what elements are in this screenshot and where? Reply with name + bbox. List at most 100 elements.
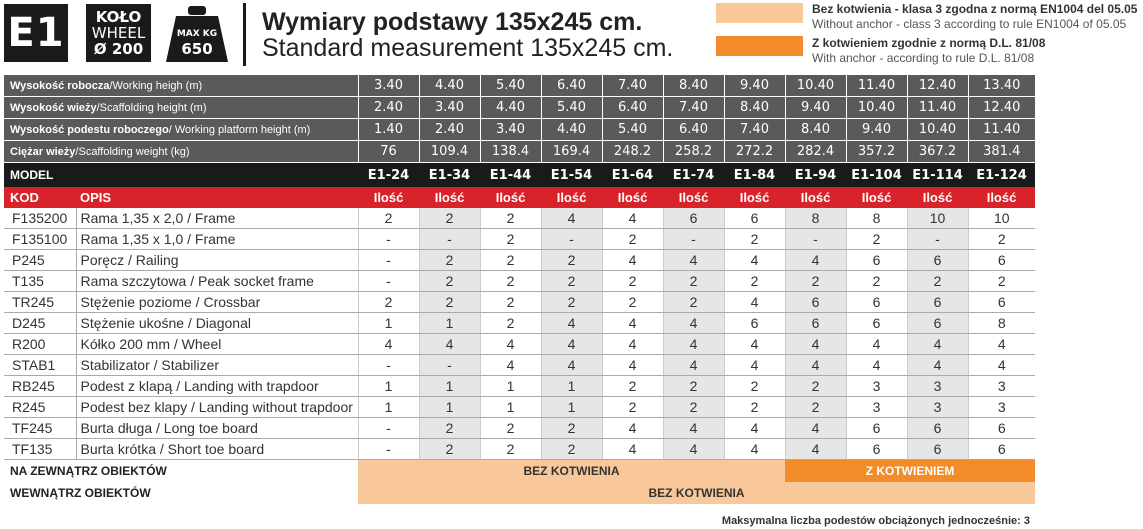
item-quantity: 4 (601, 312, 664, 334)
item-quantity: 2 (601, 396, 664, 418)
item-quantity: - (540, 228, 603, 250)
spec-label: Wysokość wieży/Scaffolding height (m) (4, 96, 359, 119)
item-desc-en: / Railing (124, 252, 179, 268)
item-quantity: 4 (601, 417, 664, 439)
item-quantity: - (357, 270, 420, 292)
item-desc-pl: Podest bez klapy (80, 399, 188, 415)
table-row: TF135 Burta krótka / Short toe board -2 2 2 4… (4, 438, 1036, 460)
inside-row: WEWNĄTRZ OBIEKTÓW BEZ KOTWIENIA (4, 482, 1036, 504)
spec-value: 9.40 (845, 118, 908, 141)
table-row: T135 Rama szczytowa / Peak socket frame -2… (4, 270, 1036, 292)
spec-value: 12.40 (967, 96, 1036, 119)
item-quantity: 4 (601, 438, 664, 460)
item-quantity: 2 (540, 249, 603, 271)
model-code: E1-24 (358, 162, 420, 187)
item-quantity: 4 (784, 354, 847, 376)
item-quantity: 2 (479, 438, 542, 460)
table-row: TR245 Stężenie poziome / Crossbar 2 2 2 2 2 2 4 6… (4, 291, 1036, 313)
legend-anchor: Z kotwieniem zgodnie z normą D.L. 81/08 … (812, 36, 1045, 66)
header-qty: Ilość (968, 187, 1036, 208)
legend-swatch-anchor (716, 36, 803, 56)
spec-value: 11.40 (906, 96, 969, 119)
item-desc-pl: Podest z klapą (80, 378, 173, 394)
item-quantity: - (906, 228, 969, 250)
max-weight-value: 650 (181, 40, 213, 58)
spec-value: 4.40 (540, 118, 603, 141)
item-quantity: 2 (723, 270, 786, 292)
item-quantity: 4 (784, 333, 847, 355)
outside-no-anchor: BEZ KOTWIENIA (358, 459, 786, 482)
item-quantity: 2 (906, 270, 969, 292)
item-description: Rama 1,35 x 2,0 / Frame (75, 208, 359, 229)
table-row: TF245 Burta długa / Long toe board -2 2 2 4 4 4… (4, 417, 1036, 439)
inside-no-anchor: BEZ KOTWIENIA (358, 482, 1036, 504)
spec-value: 109.4 (418, 140, 481, 163)
spec-row: Wysokość robocza/Working heigh (m) 3.40 4.… (4, 75, 1036, 97)
item-quantity: 3 (906, 396, 969, 418)
item-desc-pl: Rama 1,35 x 1,0 (80, 231, 184, 247)
item-quantity: 2 (601, 228, 664, 250)
spec-value: 3.40 (357, 75, 420, 97)
item-code: STAB1 (4, 354, 76, 376)
item-description: Burta długa / Long toe board (75, 417, 359, 439)
model-code: E1-74 (663, 162, 725, 187)
item-quantity: 4 (540, 333, 603, 355)
item-quantity: 2 (418, 291, 481, 313)
item-quantity: 3 (906, 375, 969, 397)
item-quantity: 2 (418, 417, 481, 439)
item-quantity: 2 (540, 291, 603, 313)
item-quantity: 4 (845, 354, 908, 376)
item-desc-en: / Crossbar (191, 294, 261, 310)
spec-value: 5.40 (540, 96, 603, 119)
spec-value: 11.40 (845, 75, 908, 97)
item-quantity: 2 (418, 208, 481, 229)
spec-value: 8.40 (662, 75, 725, 97)
item-desc-pl: Burta krótka (80, 441, 156, 457)
item-quantity: - (357, 354, 420, 376)
spec-label-en: /Working heigh (m) (109, 79, 203, 92)
item-quantity: 4 (540, 208, 603, 229)
header-qty: Ilość (480, 187, 542, 208)
item-quantity: 2 (784, 396, 847, 418)
wheel-label-pl: KOŁO (95, 8, 142, 26)
spec-label-en: /Scaffolding weight (kg) (75, 145, 190, 158)
header-qty: Ilość (724, 187, 786, 208)
item-quantity: 4 (662, 249, 725, 271)
outside-label: NA ZEWNĄTRZ OBIEKTÓW (10, 464, 167, 478)
item-description: Stężenie ukośne / Diagonal (75, 312, 359, 334)
spec-value: 8.40 (784, 118, 847, 141)
item-quantity: 4 (784, 417, 847, 439)
item-quantity: 6 (906, 249, 969, 271)
item-description: Podest bez klapy / Landing without trapd… (75, 396, 359, 418)
header-qty: Ilość (907, 187, 969, 208)
item-code: F135200 (4, 208, 76, 229)
item-desc-pl: Stężenie poziome (80, 294, 192, 310)
item-quantity: 4 (601, 333, 664, 355)
item-quantity: - (357, 438, 420, 460)
spec-value: 9.40 (784, 96, 847, 119)
item-code: TF135 (4, 438, 76, 460)
spec-value: 12.40 (906, 75, 969, 97)
model-code: E1-94 (785, 162, 847, 187)
table-row: P245 Poręcz / Railing -2 2 2 4 4 4 4 6 6 6 (4, 249, 1036, 271)
spec-value: 6.40 (662, 118, 725, 141)
item-quantity: 4 (601, 208, 664, 229)
item-quantity: 2 (662, 375, 725, 397)
item-quantity: - (357, 417, 420, 439)
item-description: Stabilizator / Stabilizer (75, 354, 359, 376)
item-quantity: 2 (784, 375, 847, 397)
item-quantity: 8 (967, 312, 1036, 334)
item-desc-en: / Frame (183, 231, 236, 247)
item-quantity: 10 (906, 208, 969, 229)
spec-value: 138.4 (479, 140, 542, 163)
item-quantity: 3 (845, 375, 908, 397)
item-quantity: - (357, 249, 420, 271)
item-desc-en: / Peak socket frame (186, 273, 314, 289)
item-quantity: 6 (906, 291, 969, 313)
item-quantity: 4 (967, 354, 1036, 376)
item-quantity: 1 (479, 396, 542, 418)
item-code: D245 (4, 312, 76, 334)
spec-value: 10.40 (845, 96, 908, 119)
item-quantity: 2 (662, 291, 725, 313)
legend-no-anchor-sub: Without anchor - class 3 according to ru… (812, 17, 1127, 31)
